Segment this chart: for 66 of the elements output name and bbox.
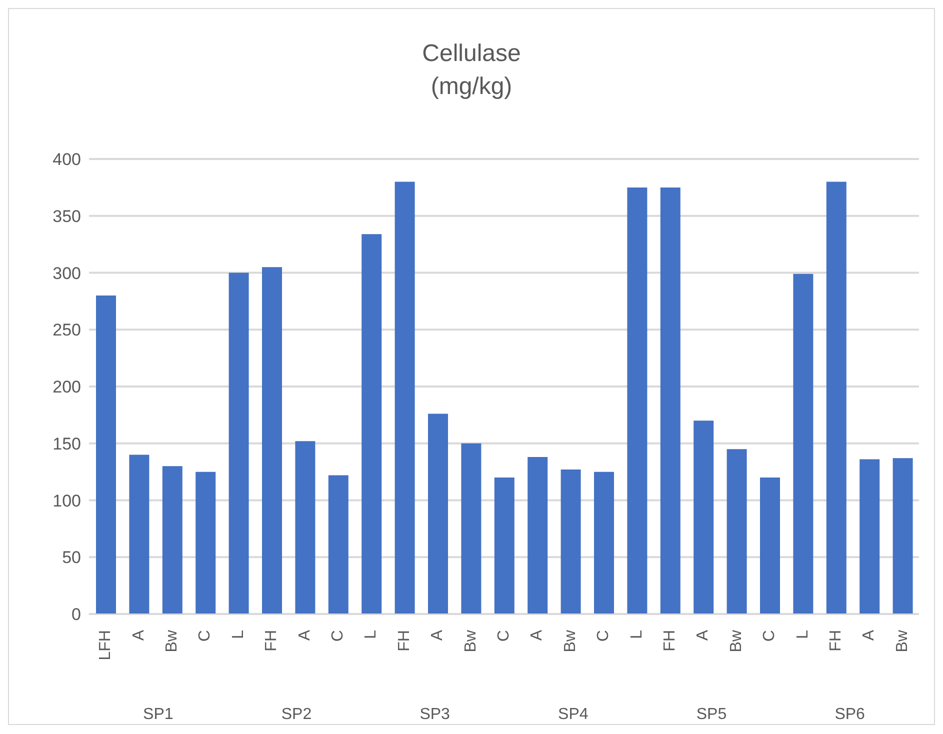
x-tick-label: C	[595, 630, 612, 642]
y-tick-label: 250	[52, 320, 81, 340]
x-tick-label: Bw	[894, 630, 911, 652]
bar	[162, 466, 182, 614]
bar	[96, 296, 116, 614]
bar	[362, 234, 382, 614]
x-tick-label: Bw	[728, 630, 745, 652]
bar	[860, 459, 880, 614]
x-tick-label: A	[694, 630, 712, 641]
chart-title: Cellulase (mg/kg)	[421, 39, 522, 102]
bar	[328, 475, 348, 614]
bar	[295, 441, 316, 614]
y-tick-label: 350	[52, 206, 81, 226]
x-tick-label: A	[296, 630, 314, 641]
x-tick-label: C	[496, 630, 512, 642]
bar	[528, 457, 548, 614]
bar	[793, 274, 814, 614]
x-tick-label: C	[196, 630, 214, 642]
x-tick-label: A	[429, 630, 446, 641]
bar	[461, 443, 482, 614]
y-tick-label: 400	[52, 150, 81, 170]
x-tick-label: LFH	[97, 630, 114, 660]
bar	[760, 478, 780, 614]
x-tick-label: L	[628, 630, 646, 639]
x-tick-label: C	[330, 630, 346, 642]
bar	[129, 454, 150, 614]
bar	[826, 182, 846, 614]
bar	[627, 187, 648, 614]
y-tick-label: 150	[52, 434, 81, 454]
y-tick-label: 200	[52, 378, 81, 397]
bar	[560, 470, 581, 614]
x-tick-label: C	[761, 630, 778, 642]
y-tick-label: 100	[52, 491, 81, 510]
bar	[394, 182, 415, 614]
bar	[228, 272, 249, 614]
bar	[660, 187, 680, 614]
x-tick-label: Bw	[462, 630, 480, 652]
x-tick-label: L	[362, 630, 380, 639]
y-tick-label: 0	[72, 605, 81, 624]
bar	[494, 478, 514, 614]
x-tick-label: FH	[828, 630, 844, 652]
bar	[262, 267, 282, 614]
bar	[694, 420, 714, 614]
text: SP1	[142, 706, 174, 724]
x-tick-label: A	[528, 630, 546, 641]
x-tick-label: L	[794, 630, 812, 639]
bar	[726, 449, 747, 614]
bar	[594, 472, 614, 614]
bar	[892, 458, 913, 614]
x-tick-label: L	[230, 630, 247, 639]
x-tick-label: FH	[263, 630, 280, 652]
x-tick-label: A	[860, 630, 878, 641]
text: SP6	[834, 706, 866, 724]
y-tick-label: 300	[52, 264, 81, 283]
x-tick-label: A	[130, 630, 148, 641]
bar	[196, 472, 216, 614]
text: SP3	[418, 706, 451, 724]
text: SP5	[695, 706, 728, 724]
x-tick-label: Bw	[562, 630, 579, 652]
x-tick-label: Bw	[164, 630, 180, 652]
x-tick-label: FH	[662, 630, 678, 652]
text: SP4	[557, 706, 590, 724]
bar	[428, 414, 448, 614]
x-tick-label: FH	[396, 630, 413, 652]
y-tick-label: 50	[62, 548, 81, 568]
text: SP2	[280, 706, 313, 724]
